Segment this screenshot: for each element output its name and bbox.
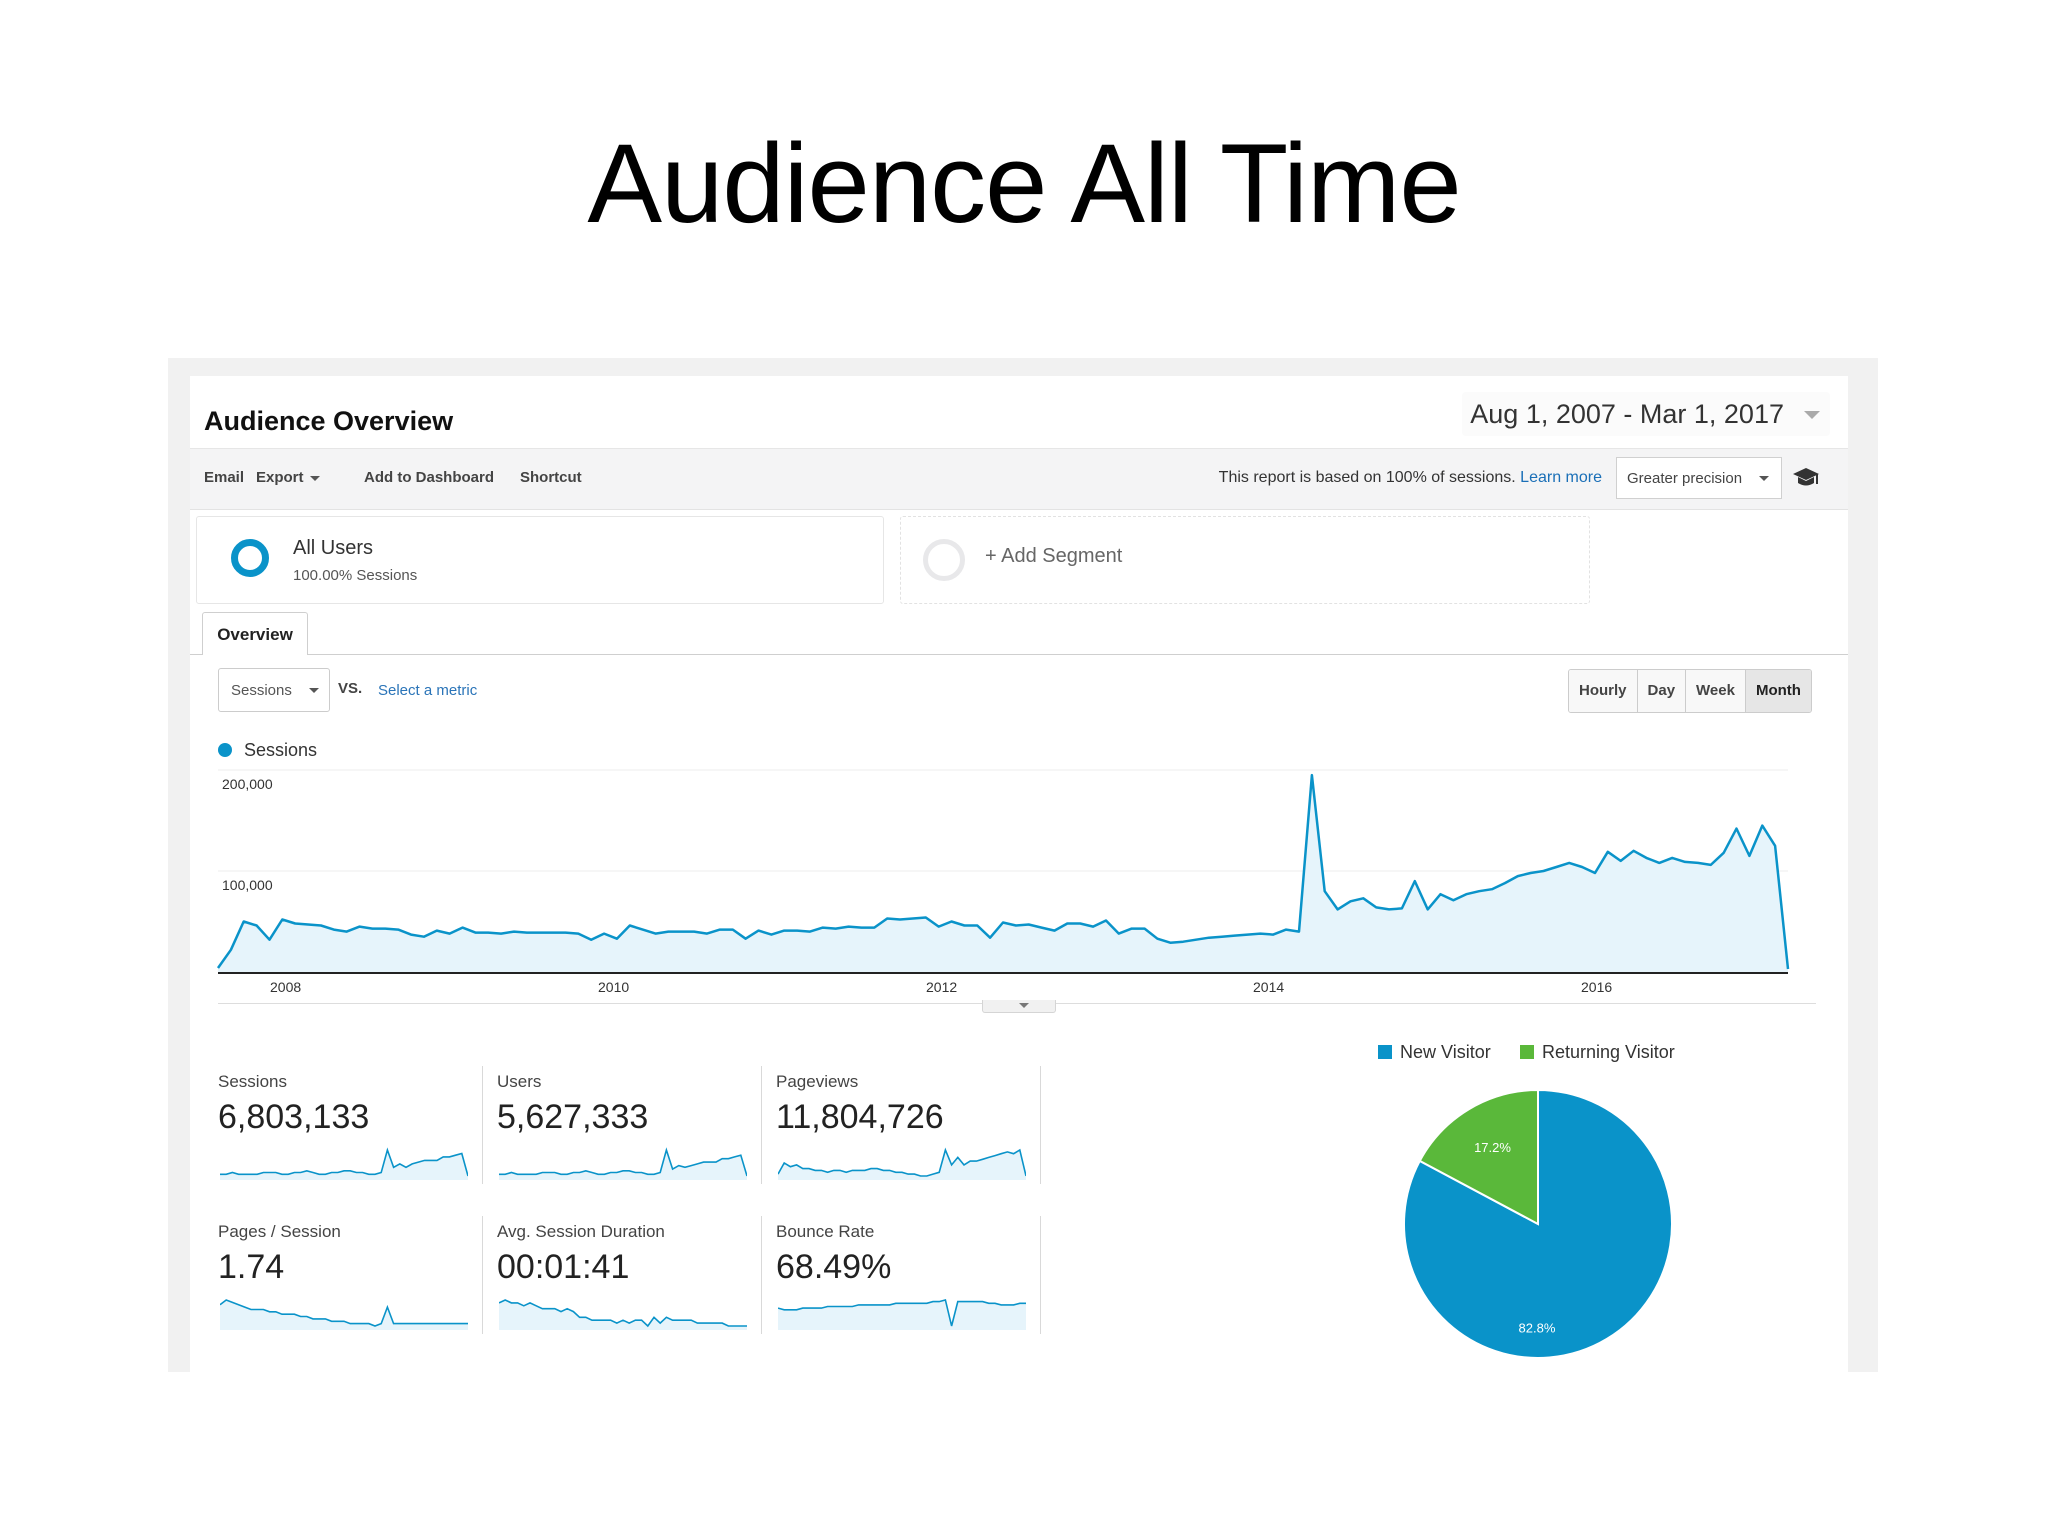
date-range-picker[interactable]: Aug 1, 2007 - Mar 1, 2017 xyxy=(1462,392,1830,436)
chevron-down-icon xyxy=(309,688,319,693)
tile-divider xyxy=(761,1066,762,1184)
pie-legend-label: New Visitor xyxy=(1400,1042,1491,1062)
day-button[interactable]: Day xyxy=(1636,670,1686,712)
tile-divider xyxy=(482,1216,483,1334)
sparkline xyxy=(499,1299,747,1330)
tile-divider xyxy=(761,1216,762,1334)
export-label: Export xyxy=(256,469,304,486)
metric-label: Sessions xyxy=(218,1072,287,1091)
metric-tile-bounce-rate[interactable]: Bounce Rate 68.49% xyxy=(776,1222,1026,1338)
x-tick-2008: 2008 xyxy=(270,979,302,995)
metric-tile-sessions[interactable]: Sessions 6,803,133 xyxy=(218,1072,468,1188)
y-tick-100000: 100,000 xyxy=(222,877,273,893)
metric-label: Pageviews xyxy=(776,1072,859,1091)
add-segment-box[interactable]: + Add Segment xyxy=(900,516,1590,604)
add-segment-button[interactable]: + Add Segment xyxy=(985,545,1123,567)
analytics-panel: Audience Overview Aug 1, 2007 - Mar 1, 2… xyxy=(190,376,1848,1372)
tile-divider xyxy=(1040,1216,1041,1334)
date-range-label: Aug 1, 2007 - Mar 1, 2017 xyxy=(1470,399,1784,429)
metric-value: 5,627,333 xyxy=(497,1098,649,1136)
sparkline xyxy=(499,1147,747,1180)
chevron-down-icon xyxy=(1759,476,1769,481)
export-button[interactable]: Export xyxy=(256,469,320,486)
page-title: Audience Overview xyxy=(204,406,454,436)
x-tick-2012: 2012 xyxy=(926,979,958,995)
precision-label: Greater precision xyxy=(1627,470,1743,487)
svg-text:17.2%: 17.2% xyxy=(1474,1140,1511,1155)
pie-legend-label: Returning Visitor xyxy=(1542,1042,1675,1062)
report-header: Audience Overview Aug 1, 2007 - Mar 1, 2… xyxy=(190,376,1848,449)
legend-label: Sessions xyxy=(244,740,318,760)
chart-collapse-handle[interactable] xyxy=(982,1000,1056,1013)
sampling-text: This report is based on 100% of sessions… xyxy=(1218,469,1516,486)
tile-divider xyxy=(482,1066,483,1184)
sampling-notice: This report is based on 100% of sessions… xyxy=(1219,469,1602,487)
visitor-type-pie-chart[interactable]: 82.8% 17.2% xyxy=(1402,1088,1674,1360)
metric-tile-users[interactable]: Users 5,627,333 xyxy=(497,1072,747,1188)
month-button[interactable]: Month xyxy=(1744,670,1811,712)
week-button[interactable]: Week xyxy=(1685,670,1745,712)
vs-label: VS. xyxy=(338,680,363,697)
segment-sessions: 100.00% Sessions xyxy=(293,567,418,584)
y-tick-200000: 200,000 xyxy=(222,776,273,792)
select-metric-link[interactable]: Select a metric xyxy=(378,682,478,699)
segment-ring-icon xyxy=(231,539,269,577)
granularity-toggle: Hourly Day Week Month xyxy=(1568,669,1812,713)
hourly-button[interactable]: Hourly xyxy=(1569,670,1637,712)
slide-title: Audience All Time xyxy=(587,121,1461,246)
metric-label: Bounce Rate xyxy=(776,1222,875,1241)
x-tick-2016: 2016 xyxy=(1581,979,1613,995)
svg-text:82.8%: 82.8% xyxy=(1519,1321,1556,1336)
empty-segment-ring-icon xyxy=(923,539,965,581)
metric-select[interactable]: Sessions xyxy=(218,668,330,712)
segment-name: All Users xyxy=(293,537,374,559)
metric-select-label: Sessions xyxy=(231,682,292,699)
tab-divider xyxy=(190,654,1848,655)
x-tick-2014: 2014 xyxy=(1253,979,1285,995)
metric-tile-pageviews[interactable]: Pageviews 11,804,726 xyxy=(776,1072,1026,1188)
report-toolbar: Email Export Add to Dashboard Shortcut T… xyxy=(190,449,1848,510)
tab-overview[interactable]: Overview xyxy=(202,612,308,655)
chevron-down-icon xyxy=(1804,411,1820,419)
segment-all-users[interactable]: All Users 100.00% Sessions xyxy=(196,516,884,604)
metric-label: Users xyxy=(497,1072,542,1091)
tile-divider xyxy=(1040,1066,1041,1184)
chevron-down-icon xyxy=(1019,1003,1029,1008)
metric-value: 00:01:41 xyxy=(497,1248,630,1286)
sparkline xyxy=(778,1147,1026,1180)
precision-select[interactable]: Greater precision xyxy=(1616,457,1782,499)
sparkline xyxy=(220,1147,468,1180)
metric-tile-pages-per-session[interactable]: Pages / Session 1.74 xyxy=(218,1222,468,1338)
chart-legend: Sessions xyxy=(218,740,317,761)
metric-value: 11,804,726 xyxy=(776,1098,944,1136)
metric-value: 68.49% xyxy=(776,1248,892,1286)
pie-legend-new-visitor: New Visitor xyxy=(1378,1042,1491,1063)
graduation-cap-icon[interactable] xyxy=(1792,465,1820,491)
new-visitor-swatch-icon xyxy=(1378,1045,1392,1059)
returning-visitor-swatch-icon xyxy=(1520,1045,1534,1059)
metric-value: 6,803,133 xyxy=(218,1098,370,1136)
metric-label: Pages / Session xyxy=(218,1222,341,1241)
chevron-down-icon xyxy=(309,475,320,481)
shortcut-button[interactable]: Shortcut xyxy=(520,469,582,486)
email-button[interactable]: Email xyxy=(204,469,245,486)
add-to-dashboard-button[interactable]: Add to Dashboard xyxy=(364,469,494,486)
pie-legend-returning-visitor: Returning Visitor xyxy=(1520,1042,1675,1063)
sessions-line-chart[interactable] xyxy=(190,756,1848,1006)
learn-more-link[interactable]: Learn more xyxy=(1520,469,1602,486)
metric-tile-avg-session-duration[interactable]: Avg. Session Duration 00:01:41 xyxy=(497,1222,747,1338)
sparkline xyxy=(778,1299,1026,1330)
sparkline xyxy=(220,1299,468,1330)
sessions-legend-dot-icon xyxy=(218,743,232,757)
metric-label: Avg. Session Duration xyxy=(497,1222,665,1241)
metric-value: 1.74 xyxy=(218,1248,285,1286)
x-tick-2010: 2010 xyxy=(598,979,630,995)
